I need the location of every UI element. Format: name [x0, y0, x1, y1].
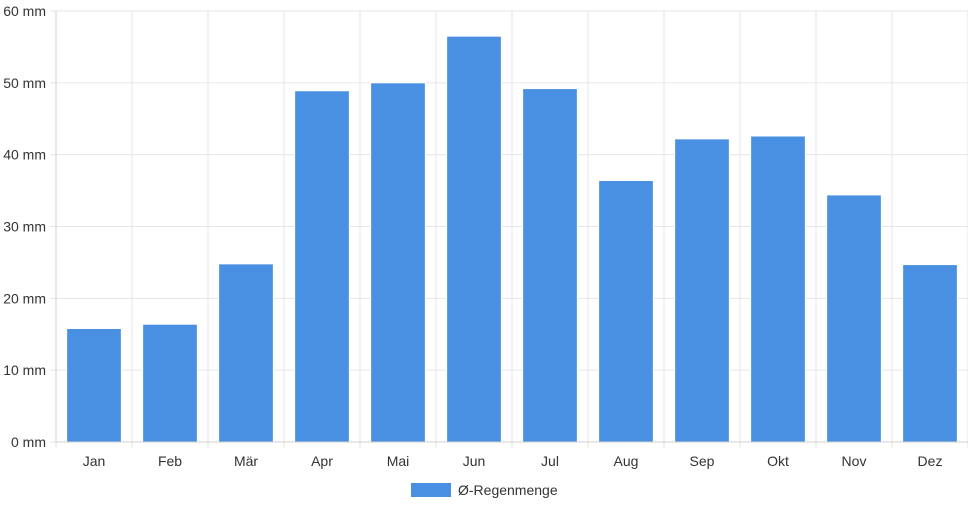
- bar-dez[interactable]: [902, 264, 958, 443]
- x-tick-label: Mär: [234, 453, 258, 469]
- y-tick-label: 20 mm: [3, 290, 46, 306]
- bar-jul[interactable]: [522, 88, 578, 443]
- x-tick-label: Mai: [387, 453, 410, 469]
- y-tick-label: 40 mm: [3, 147, 46, 163]
- x-tick-label: Apr: [311, 453, 333, 469]
- x-tick-label: Aug: [614, 453, 639, 469]
- bar-mai[interactable]: [370, 82, 426, 443]
- bar-jan[interactable]: [66, 328, 122, 443]
- x-tick-label: Jan: [83, 453, 106, 469]
- bar-okt[interactable]: [750, 135, 806, 443]
- x-tick-label: Okt: [767, 453, 789, 469]
- x-tick-labels: Jan Feb Mär Apr Mai Jun Jul Aug Sep Okt Nov Dez: [83, 453, 943, 469]
- bar-jun[interactable]: [446, 35, 502, 443]
- bar-aug[interactable]: [598, 180, 654, 443]
- y-tick-label: 50 mm: [3, 75, 46, 91]
- x-tick-label: Dez: [918, 453, 943, 469]
- x-tick-label: Jul: [541, 453, 559, 469]
- y-tick-label: 0 mm: [11, 434, 46, 450]
- legend-swatch[interactable]: [411, 483, 451, 497]
- x-tick-label: Nov: [842, 453, 867, 469]
- bar-sep[interactable]: [674, 138, 730, 443]
- bar-nov[interactable]: [826, 194, 882, 443]
- bars: [66, 35, 958, 443]
- x-tick-label: Jun: [463, 453, 486, 469]
- bar-feb[interactable]: [142, 323, 198, 443]
- y-tick-labels: 0 mm 10 mm 20 mm 30 mm 40 mm 50 mm 60 mm: [3, 3, 46, 450]
- legend-label[interactable]: Ø-Regenmenge: [458, 482, 558, 498]
- x-tick-label: Feb: [158, 453, 182, 469]
- y-tick-label: 30 mm: [3, 219, 46, 235]
- y-tick-label: 60 mm: [3, 3, 46, 19]
- bar-mär[interactable]: [218, 263, 274, 443]
- x-tick-label: Sep: [690, 453, 715, 469]
- bar-apr[interactable]: [294, 90, 350, 443]
- axes: [55, 11, 968, 443]
- legend[interactable]: Ø-Regenmenge: [411, 482, 558, 498]
- y-tick-label: 10 mm: [3, 362, 46, 378]
